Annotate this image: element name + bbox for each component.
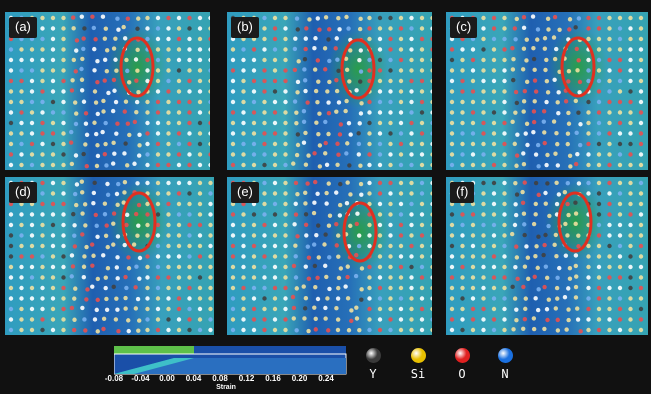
panel-f-strain-map	[446, 177, 648, 335]
strain-peak	[107, 27, 167, 107]
legend-label: Y	[369, 367, 377, 381]
colorbar-label: Strain	[216, 384, 236, 391]
panel-e-label: (e)	[231, 182, 259, 203]
strain-peak	[328, 29, 388, 109]
atom-lattice	[449, 14, 644, 169]
panel-d-strain-map	[5, 177, 214, 335]
panel-e-strain-map	[227, 177, 432, 335]
highlight-ellipse	[560, 36, 596, 98]
yttrium-atom-icon	[365, 348, 381, 363]
legend-item: N	[485, 348, 525, 381]
panel-d: (d)	[5, 177, 214, 335]
colorbar-gradient	[114, 346, 347, 375]
legend-label: Si	[410, 367, 426, 381]
colorbar-tick: 0.12	[238, 374, 255, 383]
strain-peak	[330, 192, 390, 272]
colorbar-tick: 0.20	[291, 374, 308, 383]
legend-item: Y	[353, 348, 393, 381]
atom-lattice	[230, 14, 432, 169]
silicon-atom-icon	[410, 348, 426, 363]
nitrogen-atom-icon	[497, 348, 513, 363]
panel-a: (a)	[5, 12, 210, 170]
strain-peak	[548, 27, 608, 107]
legend-label: N	[501, 367, 509, 381]
colorbar-tick: 0.00	[159, 374, 175, 383]
panel-a-strain-map	[5, 12, 210, 170]
highlight-ellipse	[121, 191, 157, 253]
panel-b: (b)	[227, 12, 432, 170]
colorbar-tick: 0.04	[185, 374, 202, 383]
colorbar-tick: 0.16	[265, 374, 281, 383]
panel-c: (c)	[446, 12, 648, 170]
panel-b-label: (b)	[231, 17, 259, 38]
panel-c-strain-map	[446, 12, 648, 170]
atom-lattice	[8, 14, 210, 169]
panel-c-label: (c)	[450, 17, 478, 38]
panel-e: (e)	[227, 177, 432, 335]
highlight-ellipse	[340, 38, 376, 100]
colorbar-tick: 0.08	[212, 374, 228, 383]
panel-f-label: (f)	[450, 182, 475, 203]
legend-item: O	[442, 348, 482, 381]
atom-lattice	[449, 180, 644, 334]
atom-lattice	[230, 179, 432, 334]
panel-d-label: (d)	[9, 182, 37, 203]
colorbar-tick: 0.24	[318, 374, 334, 383]
highlight-ellipse	[119, 36, 155, 98]
highlight-ellipse	[557, 191, 593, 253]
colorbar-tick: -0.08	[104, 374, 124, 383]
panel-a-label: (a)	[9, 17, 37, 38]
panel-f: (f)	[446, 177, 648, 335]
highlight-ellipse	[342, 201, 378, 263]
legend-label: O	[458, 367, 466, 381]
legend-item: Si	[398, 348, 438, 381]
strain-colorbar: -0.08 -0.04 0.00 0.04 0.08 0.12 0.16 0.20 0.24 S…	[104, 342, 347, 394]
oxygen-atom-icon	[454, 348, 470, 363]
colorbar-tick: -0.04	[131, 374, 150, 383]
panel-b-strain-map	[227, 12, 432, 170]
